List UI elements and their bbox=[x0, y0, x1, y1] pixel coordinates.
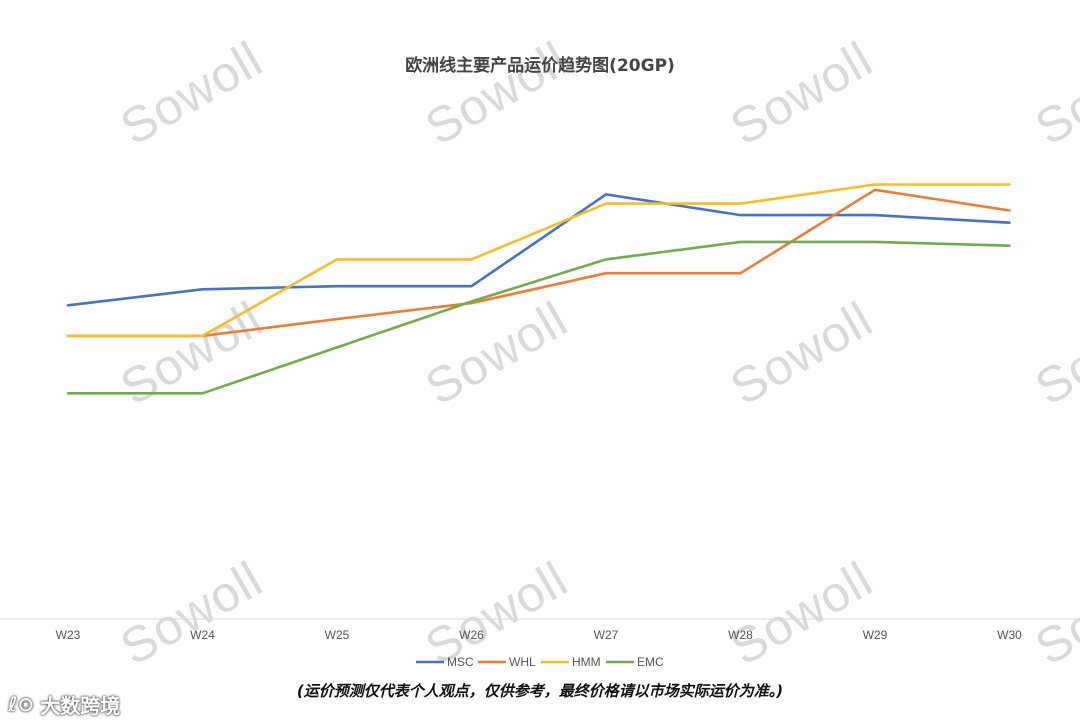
watermark-text: Sowoll bbox=[416, 291, 577, 416]
x-tick-labels: W23 W24 W25 W26 W27 W28 W29 W30 bbox=[56, 628, 1023, 642]
brand-name: 大数跨境 bbox=[40, 693, 121, 718]
x-tick-label: W26 bbox=[459, 628, 484, 642]
brand-watermark: ℓ⊙ 大数跨境 bbox=[8, 690, 120, 718]
legend: MSC WHL HMM EMC bbox=[416, 655, 664, 669]
x-tick-label: W25 bbox=[325, 628, 350, 642]
series-line-whl bbox=[66, 188, 1011, 338]
watermark-text: Sowoll bbox=[1026, 551, 1080, 676]
legend-label-hmm: HMM bbox=[572, 655, 601, 669]
x-tick-label: W24 bbox=[190, 628, 215, 642]
legend-label-whl: WHL bbox=[509, 655, 536, 669]
watermark-text: Sowoll bbox=[721, 31, 882, 156]
watermark-text: Sowoll bbox=[721, 551, 882, 676]
watermark-text: Sowoll bbox=[1026, 291, 1080, 416]
watermark-text: Sowoll bbox=[721, 291, 882, 416]
watermark-text: Sowoll bbox=[1026, 31, 1080, 156]
x-tick-label: W29 bbox=[863, 628, 888, 642]
watermark-layer: Sowoll Sowoll Sowoll Sowoll Sowoll Sowoll Sowo… bbox=[111, 31, 1080, 676]
series-line-emc bbox=[66, 240, 1011, 395]
watermark-text: Sowoll bbox=[416, 551, 577, 676]
series-layer bbox=[66, 183, 1011, 395]
brand-logo-icon: ℓ⊙ bbox=[8, 692, 35, 716]
disclaimer-note: (运价预测仅代表个人观点，仅供参考，最终价格请以市场实际运价为准。) bbox=[296, 682, 784, 700]
chart-title: 欧洲线主要产品运价趋势图(20GP) bbox=[405, 55, 675, 76]
watermark-text: Sowoll bbox=[111, 551, 272, 676]
x-tick-label: W30 bbox=[997, 628, 1022, 642]
x-tick-label: W28 bbox=[728, 628, 753, 642]
series-line-msc bbox=[66, 193, 1011, 307]
legend-label-emc: EMC bbox=[637, 655, 664, 669]
x-tick-label: W27 bbox=[594, 628, 619, 642]
series-line-hmm bbox=[66, 183, 1011, 338]
x-tick-label: W23 bbox=[56, 628, 81, 642]
legend-label-msc: MSC bbox=[447, 655, 474, 669]
watermark-text: Sowoll bbox=[416, 31, 577, 156]
watermark-text: Sowoll bbox=[111, 31, 272, 156]
